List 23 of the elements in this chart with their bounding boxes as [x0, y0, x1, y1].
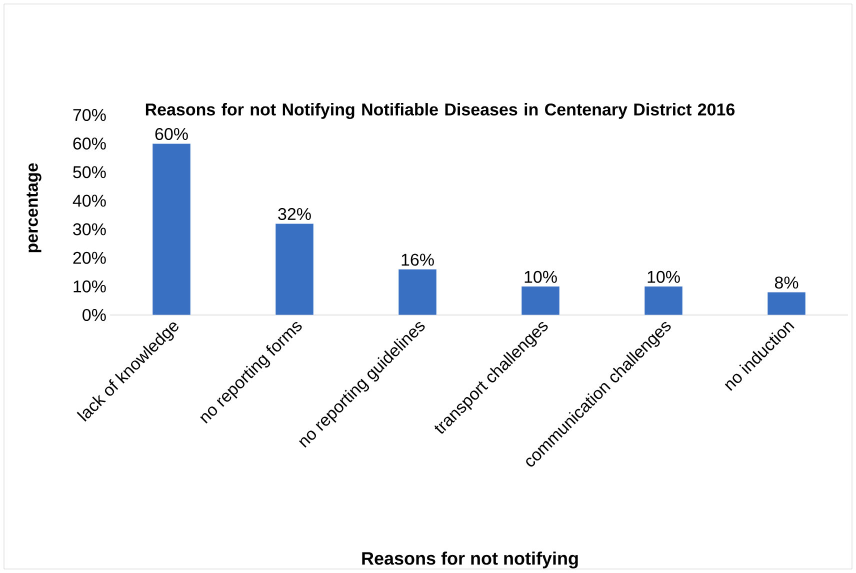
y-tick-label: 10% [74, 280, 106, 292]
data-label: 8% [774, 276, 798, 289]
data-label: 10% [524, 270, 557, 283]
y-tick-label: 40% [72, 194, 106, 207]
data-label: 10% [648, 270, 680, 283]
y-axis-title: percentage [26, 163, 42, 252]
x-axis-title: Reasons for not notifying [362, 552, 578, 568]
data-label: 32% [278, 208, 311, 220]
data-label: 16% [402, 254, 434, 266]
y-tick-label: 70% [73, 108, 106, 122]
y-tick-label: 50% [73, 166, 106, 178]
data-label: 60% [155, 128, 188, 140]
y-tick-label: 30% [73, 223, 106, 236]
bar [644, 286, 683, 315]
bar [767, 292, 806, 315]
y-tick-label: 60% [73, 138, 106, 150]
bar [275, 223, 314, 315]
bar [521, 286, 560, 315]
y-tick-label: 20% [73, 252, 106, 264]
y-tick-label: 0% [82, 308, 106, 322]
chart-title: Reasons for not Notifying Notifiable Diseases in Centenary District 2016 [146, 103, 735, 119]
bar [152, 143, 191, 315]
bar [398, 269, 437, 315]
